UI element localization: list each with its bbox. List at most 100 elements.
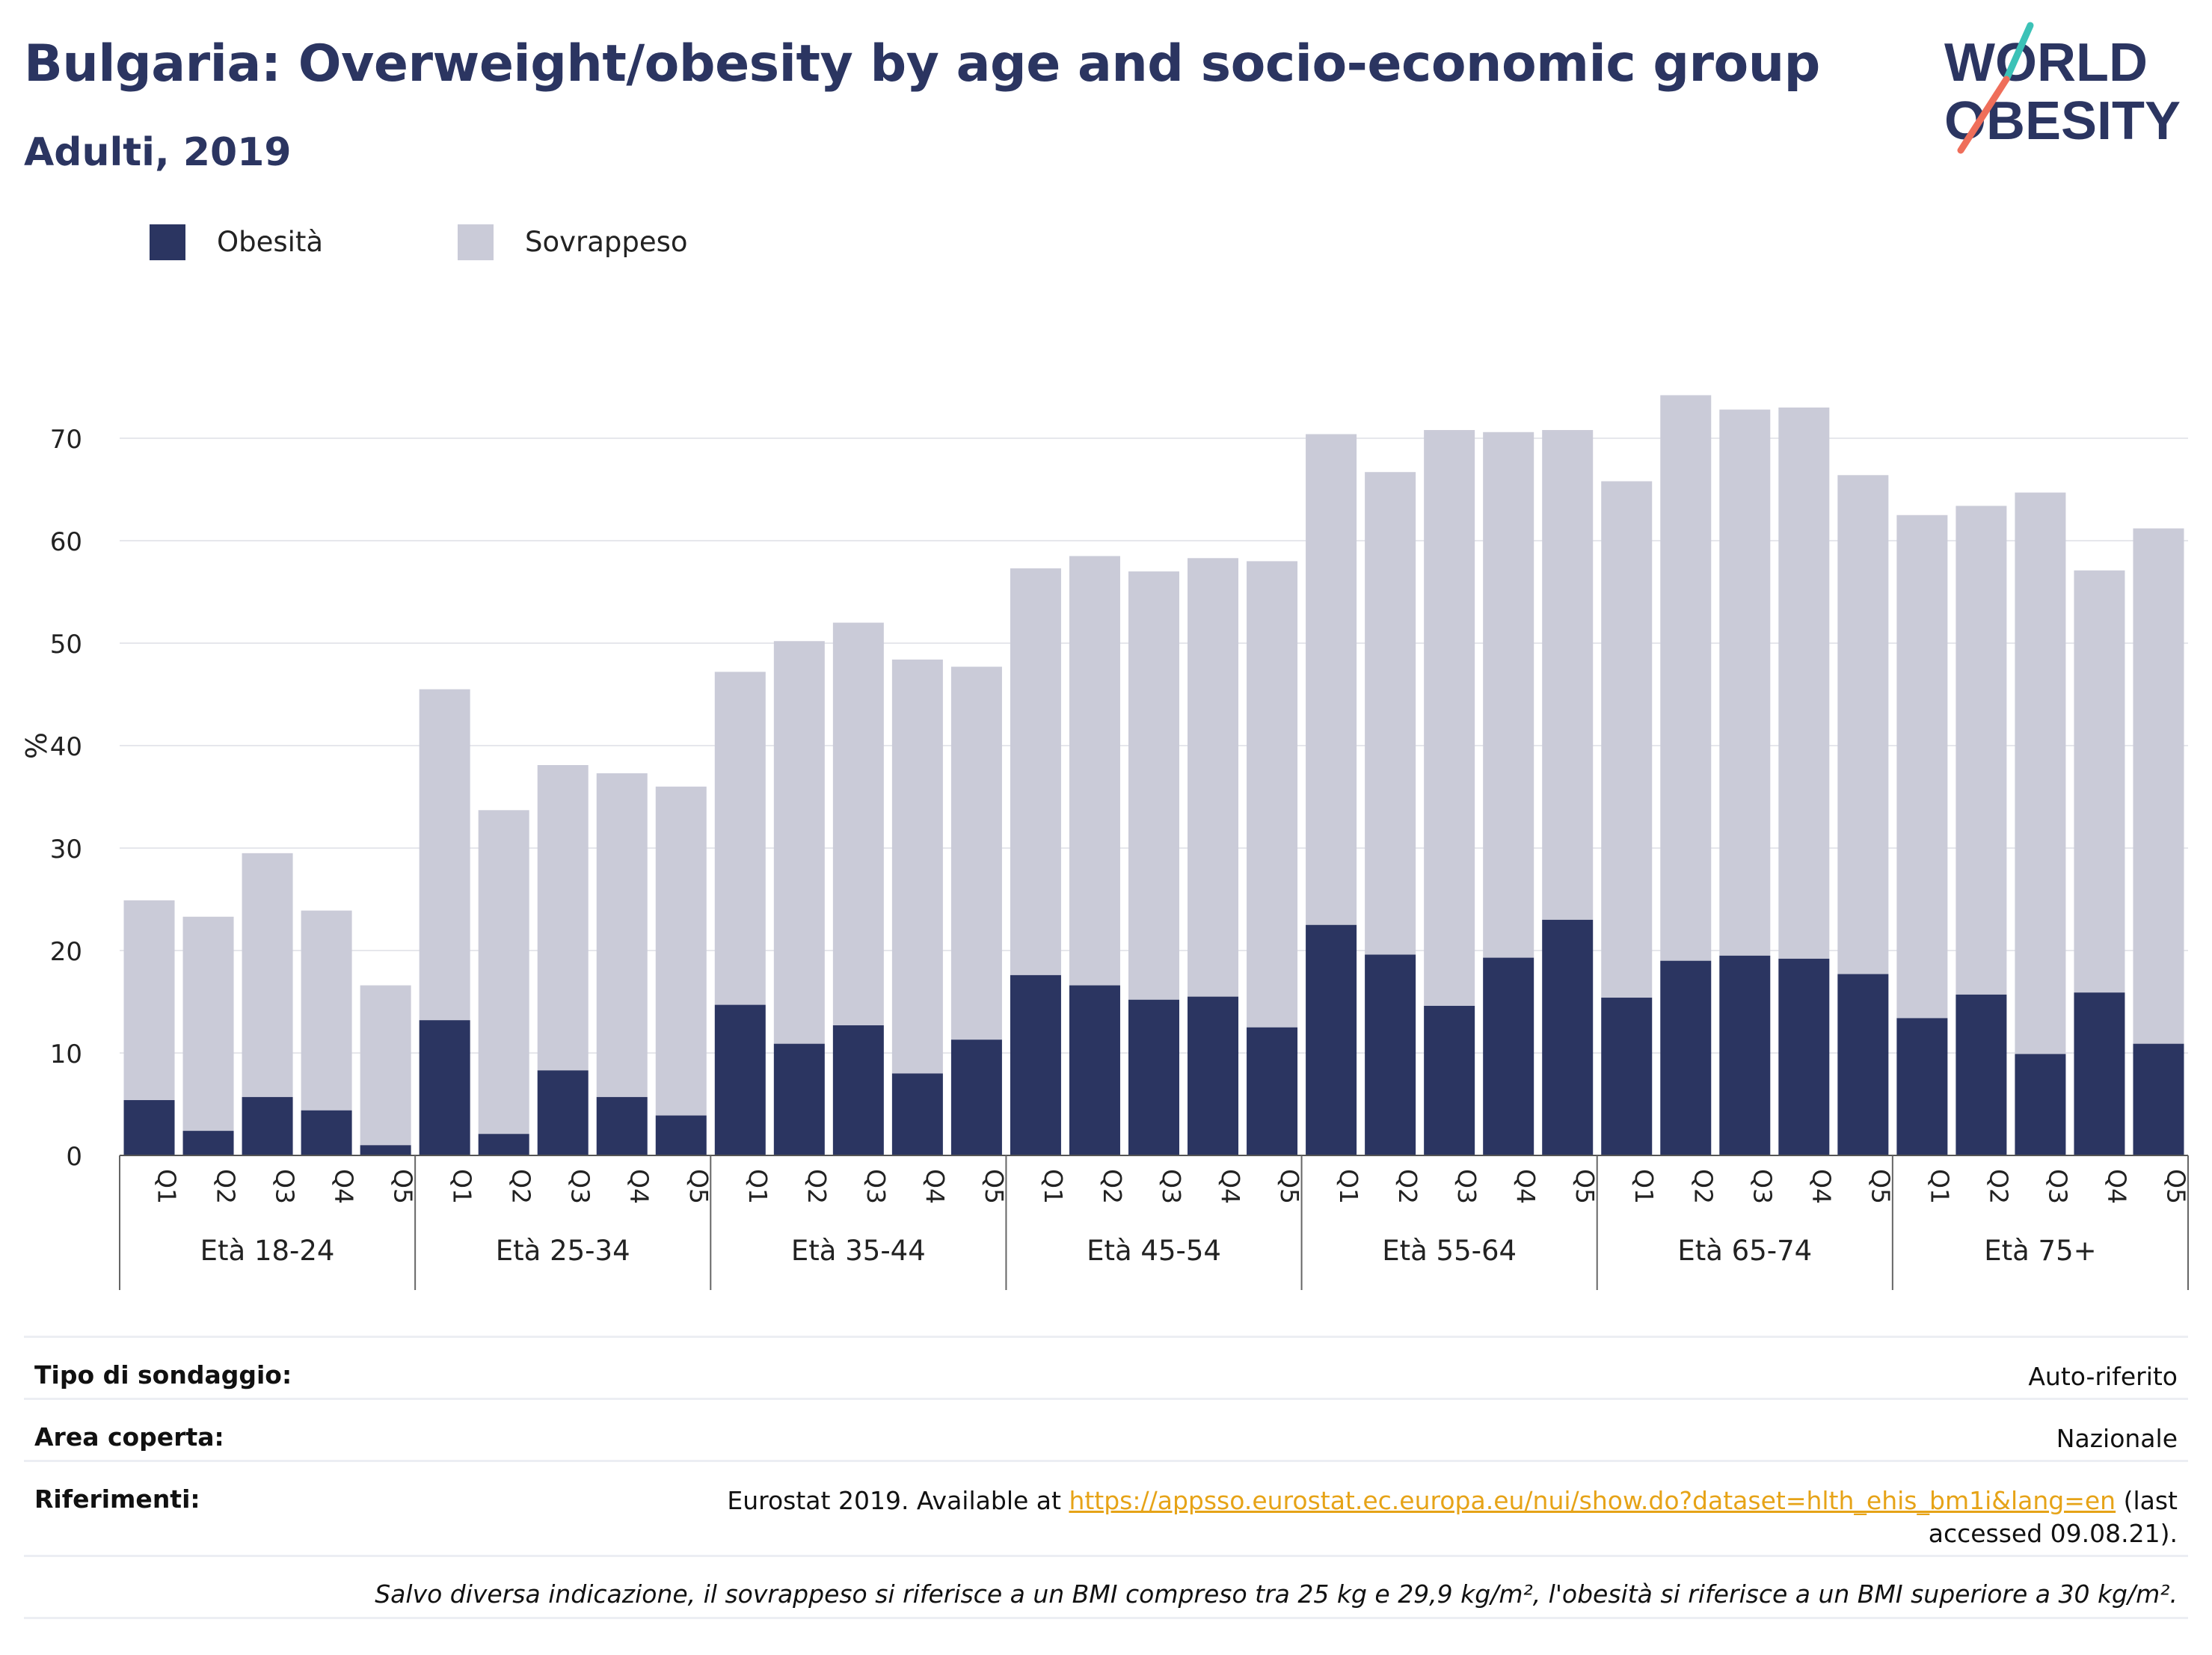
area-value: Nazionale <box>2056 1424 2178 1453</box>
x-tick-label: Q2 <box>802 1169 832 1204</box>
bar-obesity <box>1956 994 2007 1155</box>
bar-overweight <box>182 916 234 1132</box>
x-tick-label: Q5 <box>389 1169 418 1204</box>
bar-overweight <box>242 853 293 1097</box>
x-tick-label: Q4 <box>1807 1169 1836 1204</box>
x-tick-label: Q3 <box>2043 1169 2072 1204</box>
bar-overweight <box>2133 528 2184 1044</box>
legend-label-obesity: Obesità <box>217 226 324 258</box>
world-obesity-logo: WORLD OBESITY <box>1944 22 2181 154</box>
logo-coral-slash <box>1957 76 2010 154</box>
bar-obesity <box>1719 955 1771 1155</box>
bar-obesity <box>1896 1018 1948 1155</box>
bar-obesity <box>1069 985 1120 1155</box>
group-label: Età 35-44 <box>791 1235 926 1267</box>
x-tick-label: Q4 <box>1216 1169 1245 1204</box>
bar-obesity <box>478 1134 529 1155</box>
x-tick-label: Q5 <box>1275 1169 1304 1204</box>
bar-obesity <box>596 1096 648 1155</box>
bar-overweight <box>123 900 175 1101</box>
references-suffix: (last accessed 09.08.21). <box>1928 1486 2178 1548</box>
bar-overweight <box>1778 407 1830 959</box>
references-link[interactable]: https://appsso.eurostat.ec.europa.eu/nui… <box>1069 1486 2116 1515</box>
x-tick-label: Q1 <box>1334 1169 1363 1204</box>
bar-obesity <box>1424 1005 1475 1155</box>
bar-obesity <box>1010 974 1061 1155</box>
x-tick-label: Q4 <box>2102 1169 2131 1204</box>
bar-overweight <box>832 622 884 1026</box>
bar-obesity <box>301 1110 352 1155</box>
y-tick-label: 40 <box>50 732 82 762</box>
y-tick-label: 60 <box>50 527 82 557</box>
legend-label-overweight: Sovrappeso <box>525 226 688 258</box>
y-tick-label: 10 <box>50 1040 82 1069</box>
bar-overweight <box>2074 570 2125 993</box>
bar-overweight <box>773 641 825 1044</box>
x-tick-label: Q5 <box>980 1169 1009 1204</box>
bar-overweight <box>478 810 529 1134</box>
bar-obesity <box>182 1131 234 1155</box>
stacked-bar-chart: 0 10 20 30 40 50 60 70% Q1 Q2 Q3 Q4 Q5 Q1 Q2 Q3 Q4 Q5 Q1 Q2… <box>20 395 2190 1290</box>
info-row-references: Riferimenti: Eurostat 2019. Available at… <box>24 1460 2188 1555</box>
info-table: Tipo di sondaggio: Auto-riferito Area co… <box>24 1336 2188 1619</box>
y-tick-label: 50 <box>50 630 82 660</box>
bar-overweight <box>1601 481 1653 998</box>
group-label: Età 18-24 <box>200 1235 335 1267</box>
bar-obesity <box>1306 924 1357 1155</box>
bar-overweight <box>2015 492 2066 1054</box>
bar-overweight <box>950 666 1002 1040</box>
y-tick-label: 70 <box>50 425 82 455</box>
bar-obesity <box>1247 1027 1298 1155</box>
bar-obesity <box>1128 999 1179 1155</box>
info-row-area: Area coperta: Nazionale <box>24 1398 2188 1460</box>
bar-overweight <box>1542 430 1594 920</box>
bar-obesity <box>1837 974 1889 1155</box>
group-label: Età 75+ <box>1984 1235 2096 1267</box>
survey-type-value: Auto-riferito <box>2028 1362 2178 1391</box>
bar-overweight <box>1424 430 1475 1006</box>
x-tick-label: Q2 <box>1393 1169 1422 1204</box>
bar-overweight <box>1896 515 1948 1019</box>
x-tick-label: Q2 <box>1984 1169 2013 1204</box>
bar-overweight <box>655 786 707 1116</box>
x-tick-label: Q3 <box>1157 1169 1186 1204</box>
bar-obesity <box>1660 960 1712 1155</box>
x-tick-label: Q1 <box>448 1169 477 1204</box>
group-label: Età 45-54 <box>1087 1235 1221 1267</box>
bar-overweight <box>537 765 589 1071</box>
chart-title: Bulgaria: Overweight/obesity by age and … <box>24 34 1820 93</box>
x-tick-label: Q1 <box>743 1169 772 1204</box>
bar-overweight <box>1660 395 1712 961</box>
bar-obesity <box>2133 1043 2184 1155</box>
info-row-note: Salvo diversa indicazione, il sovrappeso… <box>24 1555 2188 1619</box>
x-tick-label: Q3 <box>1748 1169 1777 1204</box>
y-tick-label: 0 <box>66 1142 82 1172</box>
chart-subtitle: Adulti, 2019 <box>24 130 292 175</box>
bar-overweight <box>419 689 470 1021</box>
bar-obesity <box>950 1040 1002 1155</box>
bar-overweight <box>1956 506 2007 995</box>
bar-overweight <box>1188 558 1239 997</box>
bar-overweight <box>1365 472 1416 955</box>
bar-obesity <box>891 1073 943 1155</box>
references-value: Eurostat 2019. Available at https://apps… <box>24 1462 2188 1550</box>
bar-obesity <box>360 1145 411 1155</box>
bar-obesity <box>773 1043 825 1155</box>
group-label: Età 55-64 <box>1382 1235 1517 1267</box>
x-tick-label: Q2 <box>1689 1169 1718 1204</box>
bar-overweight <box>1306 434 1357 925</box>
bar-overweight <box>360 985 411 1146</box>
x-tick-label: Q3 <box>861 1169 891 1204</box>
bar-obesity <box>419 1020 470 1155</box>
bar-overweight <box>1247 561 1298 1028</box>
bar-overweight <box>1128 571 1179 1000</box>
logo-teal-slash <box>2003 22 2034 83</box>
logo-word-obesity: OBESITY <box>1944 91 2181 151</box>
y-tick-label: 20 <box>50 937 82 967</box>
x-tick-label: Q5 <box>1866 1169 1895 1204</box>
x-tick-label: Q1 <box>1925 1169 1954 1204</box>
x-tick-label: Q3 <box>1452 1169 1481 1204</box>
bar-overweight <box>1010 568 1061 975</box>
survey-type-label: Tipo di sondaggio: <box>34 1360 292 1390</box>
bar-obesity <box>655 1115 707 1155</box>
